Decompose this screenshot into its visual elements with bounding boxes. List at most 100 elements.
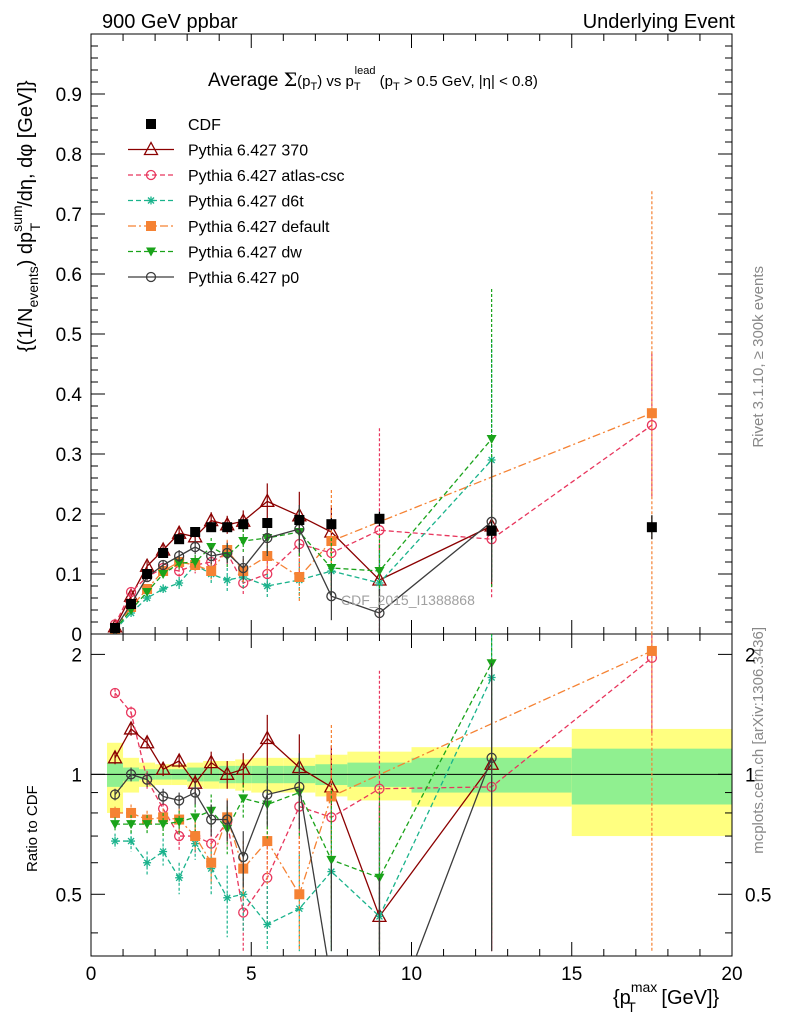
x-tick-label: 0: [86, 964, 97, 985]
legend-marker: [143, 141, 159, 156]
data-point: [142, 820, 153, 830]
legend-entry: Pythia 6.427 default: [128, 219, 330, 236]
y-tick-label: 0.5: [56, 325, 82, 346]
legend-entry: CDF: [146, 117, 221, 134]
legend-label: Pythia 6.427 dw: [188, 245, 302, 262]
data-point: [374, 607, 385, 619]
series-line: [114, 757, 493, 956]
ratio-tick-label-right: 0.5: [745, 885, 771, 906]
data-point: [190, 527, 201, 537]
legend-label: Pythia 6.427 p0: [188, 270, 299, 287]
data-point: [263, 582, 272, 590]
data-point: [158, 570, 169, 579]
cdf-stat-band: [571, 748, 732, 805]
legend-entry: Pythia 6.427 p0: [128, 270, 299, 287]
ratio-axis-label: Ratio to CDF: [24, 785, 41, 872]
main-series: [107, 191, 658, 634]
data-point: [174, 559, 185, 569]
data-point: [107, 749, 123, 764]
data-point: [157, 559, 169, 571]
series-pythia-6-427-p0: [109, 663, 497, 956]
data-point: [646, 522, 657, 533]
ratio-tick-label: 2: [71, 645, 82, 666]
data-point: [294, 572, 305, 582]
data-point: [158, 820, 169, 830]
series-pythia-6-427-dw: [110, 289, 497, 634]
data-point: [238, 537, 249, 546]
legend-entry: Pythia 6.427 dw: [128, 245, 302, 262]
legend-label: Pythia 6.427 d6t: [188, 194, 304, 211]
data-point: [142, 814, 153, 825]
header-left: 900 GeV ppbar: [102, 11, 238, 33]
legend-marker: [145, 169, 157, 181]
data-point: [206, 550, 217, 562]
rivet-label: Rivet 3.1.10, ≥ 300k events: [750, 266, 767, 448]
data-point: [173, 795, 185, 806]
ratio-series: [107, 634, 658, 956]
data-point: [139, 734, 155, 749]
data-point: [262, 532, 273, 544]
y-tick-label: 0.4: [56, 385, 83, 406]
y-tick-label: 0.1: [56, 565, 82, 586]
ratio-tick-label: 0.5: [56, 885, 82, 906]
data-point: [175, 873, 184, 882]
data-point: [235, 760, 251, 775]
data-point: [125, 586, 137, 598]
legend-label: Pythia 6.427 370: [188, 143, 308, 160]
data-point: [262, 518, 273, 528]
data-point: [326, 564, 337, 573]
data-point: [174, 817, 185, 827]
data-point: [238, 851, 249, 863]
x-tick-label: 20: [721, 964, 742, 985]
x-axis-label: {pmax T [GeV]}: [613, 979, 720, 1015]
y-tick-label: 0.9: [56, 85, 82, 106]
data-point: [159, 585, 168, 593]
series-line: [114, 459, 493, 631]
x-tick-label: 5: [246, 964, 257, 985]
data-point: [486, 435, 497, 444]
data-point: [173, 550, 185, 562]
data-point: [111, 837, 120, 846]
data-point: [125, 769, 137, 780]
data-point: [203, 754, 219, 769]
star-stroke: [127, 837, 135, 845]
data-point: [486, 525, 497, 536]
data-point: [141, 774, 153, 785]
legend-entry: Pythia 6.427 370: [128, 141, 308, 160]
mcplots-label: mcplots.cern.ch [arXiv:1306.3436]: [750, 627, 767, 854]
data-point: [646, 645, 657, 656]
data-point: [175, 579, 184, 587]
data-point: [157, 791, 169, 802]
ratio-tick-label-right: 2: [745, 645, 756, 666]
legend-marker: [146, 119, 156, 129]
data-point: [126, 807, 137, 818]
data-point: [190, 813, 201, 823]
data-point: [174, 534, 185, 545]
data-point: [259, 493, 275, 508]
y-tick-label: 0.7: [56, 205, 82, 226]
header-right: Underlying Event: [583, 11, 736, 33]
data-point: [294, 515, 305, 525]
data-point: [326, 855, 337, 865]
data-point: [259, 730, 275, 745]
data-point: [238, 794, 249, 804]
data-point: [142, 569, 153, 579]
legend-entry: Pythia 6.427 d6t: [128, 194, 304, 211]
data-point: [206, 814, 217, 825]
y-tick-label: 0.3: [56, 445, 82, 466]
data-point: [171, 752, 187, 767]
data-point: [190, 787, 201, 798]
data-point: [110, 820, 121, 830]
y-tick-label: 0.8: [56, 145, 82, 166]
y-tick-label: 0: [71, 625, 82, 646]
data-point: [143, 858, 152, 867]
data-point: [294, 889, 305, 900]
star-stroke: [263, 920, 271, 928]
data-point: [206, 566, 217, 576]
star-stroke: [263, 582, 271, 590]
star-stroke: [175, 874, 183, 882]
legend-marker: [146, 221, 156, 231]
data-point: [206, 543, 217, 552]
star-stroke: [147, 197, 155, 204]
